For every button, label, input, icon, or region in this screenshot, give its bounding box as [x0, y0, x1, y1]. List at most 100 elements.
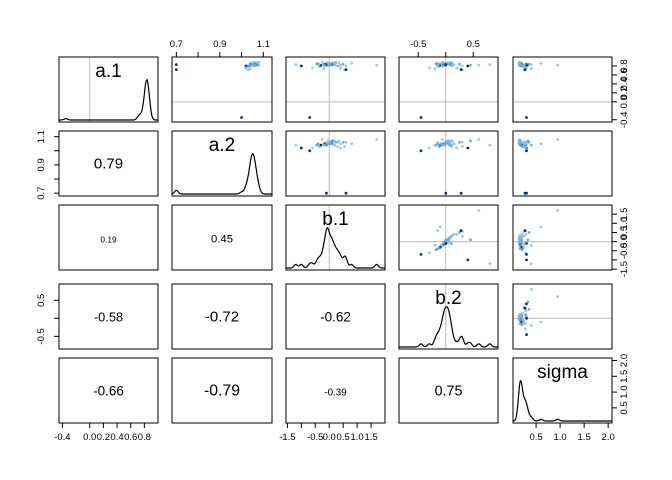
scatter-point	[440, 64, 444, 67]
scatter-point	[322, 67, 325, 71]
scatter-point	[350, 142, 353, 146]
scatter-point	[436, 229, 439, 233]
scatter-point	[240, 116, 244, 119]
scatter-point	[460, 64, 464, 68]
panel-b2-a1: -0.58	[58, 283, 159, 350]
scatter-point	[525, 258, 528, 262]
scatter-point	[337, 61, 341, 65]
correlation-label: -0.62	[320, 310, 351, 325]
scatter-point	[436, 140, 439, 144]
tick-label: 0.5	[619, 226, 630, 239]
scatter-point	[488, 143, 492, 147]
panel-content	[399, 205, 498, 270]
tick-label: 1.0	[619, 385, 630, 398]
correlation-label: 0.45	[211, 234, 233, 246]
scatter-point	[325, 62, 328, 66]
scatter-point	[455, 66, 459, 70]
scatter-point	[527, 231, 531, 234]
tick-label: 1.5	[619, 208, 630, 221]
panel-frame	[512, 283, 613, 350]
scatter-point	[477, 63, 481, 67]
correlation-label: 0.79	[94, 156, 123, 173]
scatter-point	[344, 64, 348, 68]
scatter-point	[518, 139, 522, 143]
panel-frame	[58, 56, 159, 123]
scatter-point	[525, 253, 528, 256]
tick-label: 0.9	[36, 158, 47, 171]
scatter-point	[460, 145, 464, 148]
tick-label: -0.5	[307, 432, 323, 443]
scatter-point	[299, 64, 303, 68]
scatter-point	[339, 63, 342, 67]
panel-a2-a2: a.2	[171, 130, 273, 197]
variable-label-sigma: sigma	[537, 362, 588, 383]
scatter-point	[436, 64, 439, 68]
scatter-point	[334, 61, 337, 64]
scatter-point	[556, 63, 560, 67]
tick-label: 1.1	[257, 39, 270, 50]
panel-content	[399, 57, 498, 122]
scatter-point	[469, 139, 472, 143]
scatter-point	[525, 149, 528, 153]
scatter-point	[524, 146, 528, 150]
correlation-label: -0.39	[324, 388, 346, 399]
scatter-point	[477, 209, 481, 212]
scatter-point	[449, 143, 453, 147]
panel-frame	[285, 56, 386, 123]
scatter-point	[434, 248, 438, 252]
pairs-panels: a.1 0.79 a.2 0.19 0.45 b.1 -0.58 -0.72 -0.62 b.2 -…	[36, 39, 630, 443]
tick-label: 1.1	[36, 130, 47, 143]
y-axis-right-sigma: 0.5 1.0 1.5 2.0	[611, 354, 630, 415]
scatter-point	[521, 311, 524, 315]
panel-frame	[285, 283, 386, 350]
scatter-point	[320, 61, 324, 64]
panel-content	[517, 138, 560, 195]
scatter-point	[529, 324, 533, 327]
panel-frame	[512, 56, 613, 123]
scatter-point	[419, 149, 423, 153]
tick-label: 1.0	[553, 432, 566, 443]
scatter-point	[437, 145, 441, 148]
scatter-point	[438, 142, 442, 146]
scatter-point	[539, 225, 543, 229]
panel-frame	[171, 283, 273, 350]
tick-label: 0.5	[467, 39, 480, 50]
x-axis-bottom-b1: -1.5 -0.5 0.0 0.5 1.0 1.5	[279, 422, 378, 443]
scatter-point	[452, 232, 456, 236]
scatter-point	[339, 66, 342, 70]
scatter-point	[524, 313, 527, 317]
scatter-point	[518, 233, 522, 237]
variable-label-b2: b.2	[435, 288, 461, 309]
scatter-point	[556, 138, 560, 141]
scatter-point	[539, 61, 543, 65]
scatter-point	[523, 68, 527, 71]
panel-b1-b1: b.1	[285, 204, 386, 271]
panel-b2-b2: b.2	[398, 283, 499, 350]
scatter-point	[339, 142, 342, 146]
scatter-point	[459, 68, 463, 71]
panel-a1-a1: a.1	[58, 56, 159, 123]
scatter-point	[448, 139, 451, 143]
scatter-point	[458, 62, 461, 66]
x-axis-bottom-a1: -0.4 0.0 0.2 0.4 0.6 0.8	[54, 422, 151, 443]
tick-label: 0.6	[124, 432, 137, 443]
scatter-point	[433, 243, 437, 247]
x-axis-top-b2: -0.5 0.5	[410, 39, 480, 58]
scatter-point	[452, 63, 456, 67]
scatter-point	[459, 229, 463, 233]
scatter-point	[448, 236, 451, 240]
scatter-point	[466, 258, 470, 262]
tick-label: 0.5	[337, 432, 350, 443]
scatter-point	[523, 191, 527, 195]
panel-content	[513, 288, 612, 336]
scatter-point	[452, 142, 456, 146]
scatter-point	[517, 318, 521, 322]
y-axis-left-b2: -0.5 0.5	[36, 294, 60, 345]
scatter-point	[441, 138, 444, 141]
tick-label: 0.5	[529, 432, 542, 443]
scatter-point	[455, 146, 459, 150]
scatter-point	[517, 241, 521, 245]
scatter-point	[524, 143, 527, 147]
correlation-label: 0.75	[435, 384, 463, 400]
tick-label: 1.5	[578, 432, 591, 443]
